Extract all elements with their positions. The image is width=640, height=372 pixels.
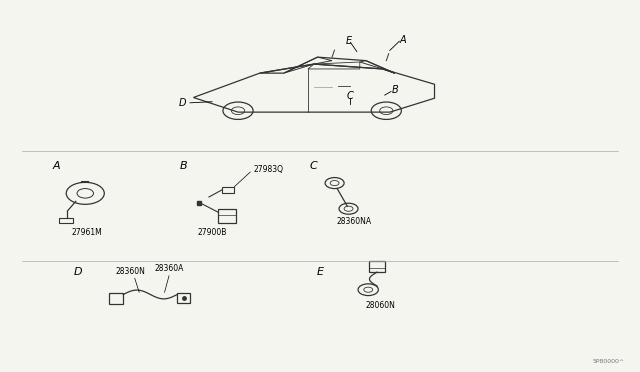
Text: 28360A: 28360A [154, 264, 184, 273]
Text: 28060N: 28060N [365, 301, 396, 310]
Text: A: A [53, 161, 61, 171]
Text: E: E [317, 267, 323, 277]
Text: B: B [180, 161, 188, 171]
Text: 27900B: 27900B [198, 228, 227, 237]
Text: C: C [310, 161, 317, 171]
Text: 5P80000^: 5P80000^ [593, 359, 625, 364]
Text: 27961M: 27961M [71, 228, 102, 237]
Text: D: D [74, 267, 82, 277]
Text: 28360NA: 28360NA [336, 217, 371, 227]
Text: C: C [347, 91, 354, 101]
Text: 27983Q: 27983Q [253, 165, 284, 174]
Text: B: B [392, 85, 398, 95]
Text: E: E [346, 35, 351, 45]
Text: D: D [179, 98, 186, 108]
Text: 28360N: 28360N [116, 267, 146, 276]
Text: A: A [399, 35, 406, 45]
